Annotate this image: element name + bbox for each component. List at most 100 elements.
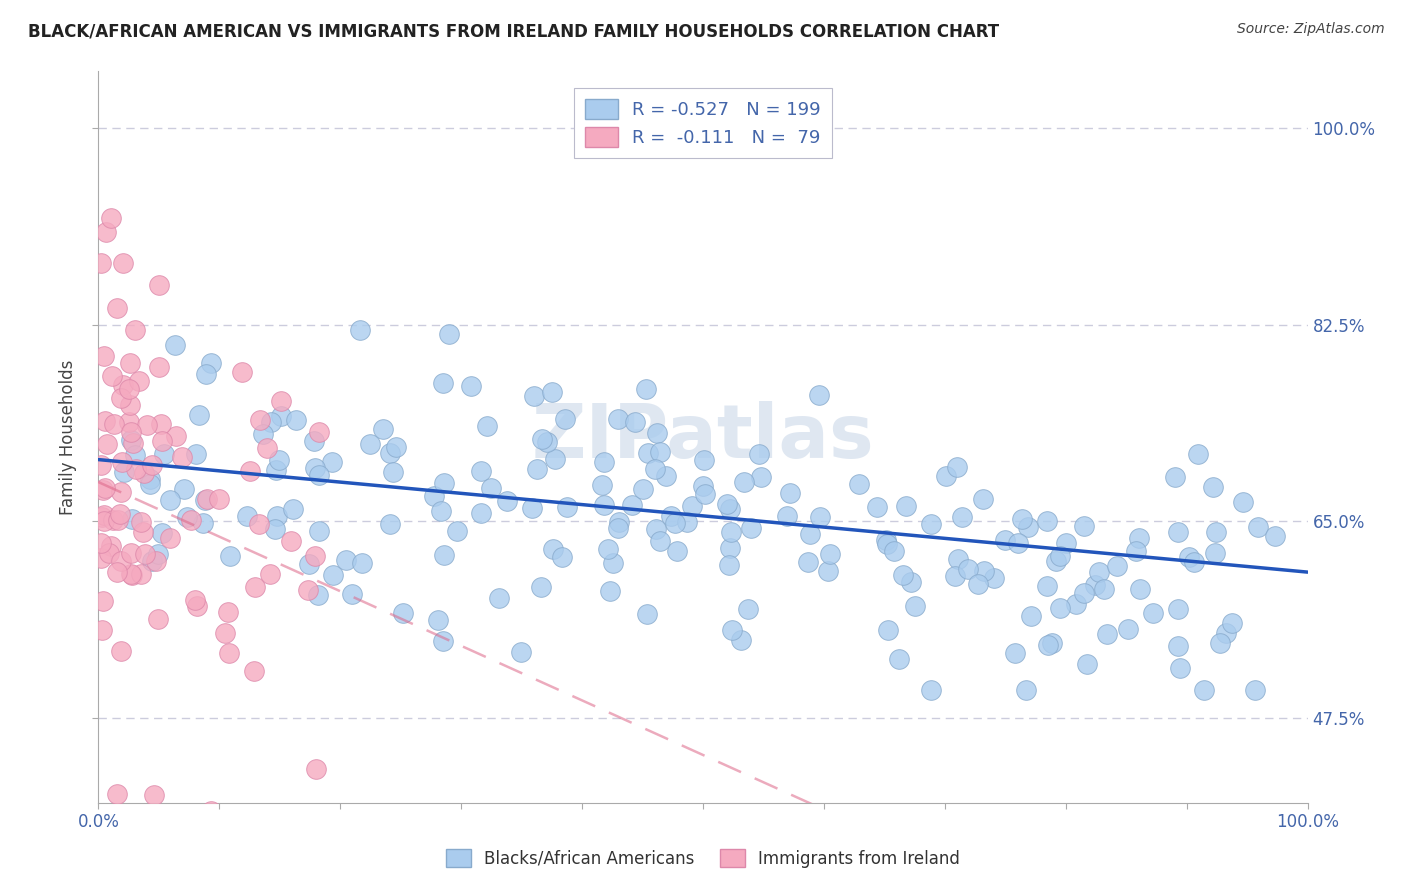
- Point: [602, 557, 624, 571]
- Point: [904, 599, 927, 613]
- Point: [184, 852, 207, 866]
- Point: [111, 378, 134, 392]
- Point: [593, 498, 616, 512]
- Point: [607, 521, 630, 535]
- Point: [100, 369, 122, 384]
- Point: [121, 512, 143, 526]
- Point: [797, 555, 820, 569]
- Point: [1011, 511, 1033, 525]
- Point: [304, 461, 326, 475]
- Point: [141, 458, 163, 472]
- Point: [470, 506, 492, 520]
- Point: [90, 255, 112, 269]
- Point: [146, 612, 169, 626]
- Point: [1040, 636, 1063, 650]
- Point: [153, 447, 176, 461]
- Point: [994, 533, 1017, 548]
- Point: [91, 483, 114, 498]
- Point: [111, 255, 134, 269]
- Point: [1167, 524, 1189, 539]
- Point: [208, 807, 231, 822]
- Point: [1045, 554, 1067, 568]
- Point: [536, 434, 558, 449]
- Point: [470, 465, 492, 479]
- Point: [93, 514, 115, 528]
- Point: [716, 497, 738, 511]
- Point: [1232, 494, 1254, 508]
- Point: [554, 412, 576, 426]
- Point: [122, 436, 145, 450]
- Point: [180, 513, 202, 527]
- Point: [285, 413, 308, 427]
- Point: [555, 500, 578, 514]
- Text: Source: ZipAtlas.com: Source: ZipAtlas.com: [1237, 22, 1385, 37]
- Point: [200, 356, 222, 370]
- Point: [1142, 607, 1164, 621]
- Point: [1164, 470, 1187, 484]
- Point: [637, 445, 659, 459]
- Point: [186, 599, 208, 613]
- Point: [110, 392, 132, 406]
- Point: [665, 544, 688, 558]
- Point: [692, 479, 714, 493]
- Point: [900, 574, 922, 589]
- Point: [1129, 582, 1152, 597]
- Point: [432, 633, 454, 648]
- Point: [523, 389, 546, 403]
- Point: [433, 548, 456, 562]
- Point: [218, 549, 240, 563]
- Point: [526, 462, 548, 476]
- Point: [217, 605, 239, 619]
- Point: [252, 426, 274, 441]
- Point: [259, 566, 281, 581]
- Point: [132, 524, 155, 539]
- Point: [349, 323, 371, 337]
- Point: [720, 623, 742, 637]
- Point: [94, 481, 117, 495]
- Y-axis label: Family Households: Family Households: [59, 359, 77, 515]
- Point: [1049, 600, 1071, 615]
- Point: [693, 486, 716, 500]
- Point: [967, 577, 990, 591]
- Point: [105, 788, 128, 802]
- Point: [143, 788, 166, 802]
- Point: [1247, 520, 1270, 534]
- Point: [128, 374, 150, 388]
- Point: [551, 550, 574, 565]
- Point: [148, 278, 170, 293]
- Point: [654, 468, 676, 483]
- Point: [1167, 601, 1189, 615]
- Point: [522, 501, 544, 516]
- Point: [1073, 586, 1095, 600]
- Point: [591, 478, 613, 492]
- Point: [302, 434, 325, 448]
- Point: [304, 549, 326, 563]
- Point: [889, 652, 911, 666]
- Point: [243, 580, 266, 594]
- Point: [93, 593, 115, 607]
- Point: [1204, 547, 1226, 561]
- Point: [132, 467, 155, 481]
- Point: [91, 624, 114, 638]
- Point: [120, 434, 142, 448]
- Point: [866, 500, 889, 514]
- Point: [636, 382, 658, 396]
- Point: [644, 522, 666, 536]
- Point: [214, 625, 236, 640]
- Point: [876, 623, 898, 637]
- Point: [129, 515, 152, 529]
- Point: [475, 418, 498, 433]
- Point: [184, 593, 207, 607]
- Point: [496, 494, 519, 508]
- Point: [479, 482, 502, 496]
- Point: [371, 422, 394, 436]
- Point: [1128, 531, 1150, 545]
- Point: [335, 553, 357, 567]
- Point: [1182, 555, 1205, 569]
- Point: [266, 508, 288, 523]
- Point: [776, 508, 799, 523]
- Point: [606, 412, 628, 426]
- Point: [307, 588, 329, 602]
- Point: [173, 482, 195, 496]
- Point: [110, 553, 132, 567]
